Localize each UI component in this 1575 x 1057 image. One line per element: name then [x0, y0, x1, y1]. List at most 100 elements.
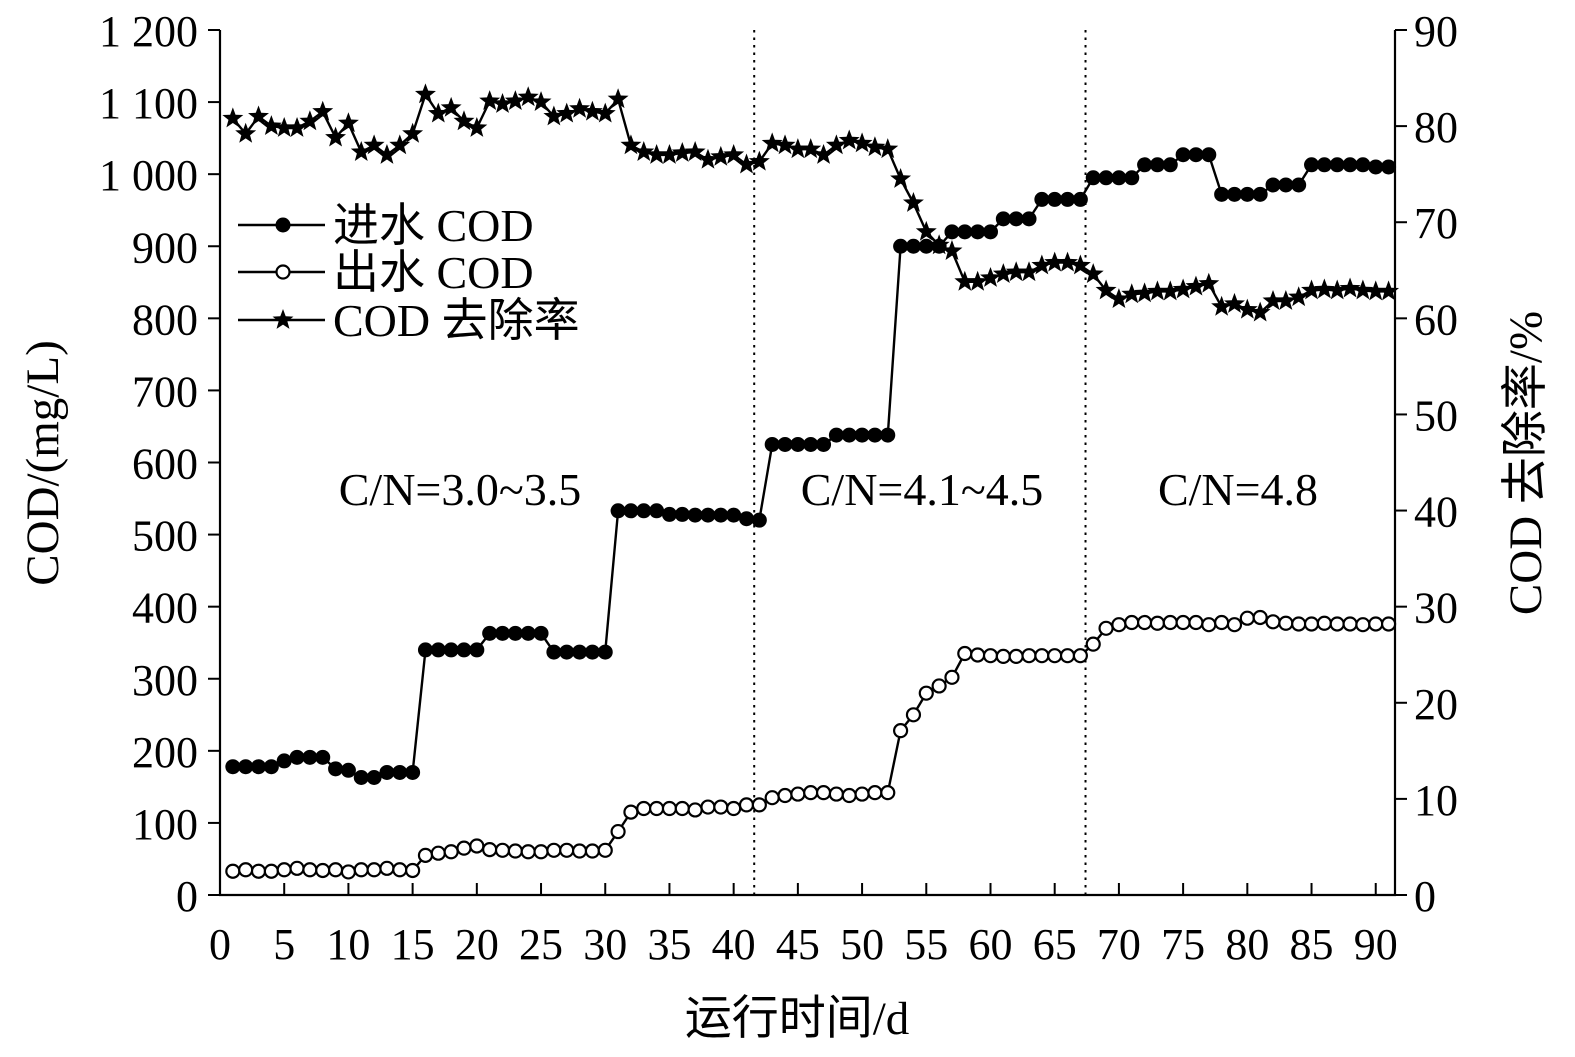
- cod-removal-rate-point: [1198, 272, 1220, 293]
- effluent-cod-point: [225, 863, 241, 879]
- phase-dividers: [753, 30, 1087, 895]
- effluent-cod-point: [1008, 648, 1024, 665]
- effluent-cod-point: [1278, 615, 1294, 631]
- y-tick-label: 1 200: [99, 7, 198, 56]
- influent-cod-point: [803, 436, 819, 452]
- y2-tick-label: 90: [1414, 7, 1458, 56]
- x-tick-label: 80: [1225, 920, 1269, 969]
- cod-removal-rate-point: [658, 143, 680, 164]
- influent-cod-point: [1329, 157, 1345, 173]
- effluent-cod-point: [327, 862, 344, 878]
- effluent-cod-point: [430, 845, 446, 861]
- effluent-cod-point: [649, 800, 665, 817]
- cod-removal-rate-point: [633, 141, 655, 161]
- cod-removal-rate-point: [260, 115, 282, 136]
- legend-label-influent-cod: 进水 COD: [333, 200, 534, 251]
- cod-removal-rate-point: [440, 96, 462, 117]
- cod-removal-rate-point: [620, 134, 642, 155]
- y-tick-label: 1 000: [99, 151, 198, 200]
- cod-removal-rate-point: [466, 117, 488, 137]
- cod-removal-rate-point: [1378, 280, 1400, 301]
- effluent-cod-point: [520, 844, 536, 860]
- influent-cod-point: [1137, 157, 1153, 173]
- cod-removal-rate-point: [1249, 301, 1271, 322]
- y-tick-label: 900: [132, 223, 198, 272]
- x-tick-label: 45: [776, 920, 820, 969]
- x-tick-label: 85: [1290, 920, 1334, 969]
- effluent-cod-point: [1380, 616, 1397, 632]
- cod-removal-rate-point: [1108, 288, 1130, 309]
- effluent-cod-point: [1368, 616, 1384, 632]
- cod-removal-rate-point: [992, 263, 1014, 284]
- effluent-cod-line: [232, 616, 1389, 874]
- effluent-cod-point: [687, 802, 703, 818]
- influent-cod-point: [597, 644, 613, 660]
- effluent-cod-point: [764, 790, 780, 806]
- cod-removal-rate-point: [671, 142, 693, 162]
- cod-removal-rate-point: [286, 117, 308, 137]
- cod-removal-rate-point: [248, 105, 269, 126]
- cod-removal-rate-point: [1057, 251, 1078, 272]
- y-tick-label: 800: [132, 295, 198, 344]
- influent-cod-point: [1381, 159, 1397, 175]
- legend-key-marker: [275, 217, 291, 233]
- cod-removal-rate-point: [299, 110, 321, 131]
- effluent-cod-point: [533, 844, 549, 860]
- effluent-cod-point: [777, 787, 793, 804]
- influent-cod-point: [1034, 191, 1050, 207]
- effluent-cod-point: [1149, 615, 1166, 631]
- influent-cod-point: [739, 511, 755, 527]
- axis-ticks: 0 5 10 15 20 25 30 35 40 45 50 55 60 65 70 75 80 85 900100…: [99, 7, 1458, 969]
- influent-cod-point: [970, 224, 986, 240]
- influent-cod-point: [1008, 211, 1024, 227]
- cod-removal-rate-point: [697, 148, 719, 169]
- effluent-cod-point: [636, 800, 652, 817]
- effluent-cod-point: [1355, 617, 1371, 633]
- x-tick-label: 20: [455, 920, 499, 969]
- influent-cod-point: [649, 503, 665, 519]
- influent-cod-point: [1226, 186, 1242, 202]
- x-tick-label: 0: [209, 920, 231, 969]
- cod-removal-rate-point: [710, 145, 732, 166]
- cod-removal-rate-point: [1185, 275, 1207, 296]
- effluent-cod-point: [623, 804, 639, 820]
- influent-cod-point: [1072, 191, 1088, 207]
- y2-tick-label: 40: [1414, 488, 1458, 537]
- cod-removal-rate-point: [851, 132, 873, 153]
- effluent-cod-point: [1188, 614, 1204, 631]
- effluent-cod-point: [1124, 614, 1140, 631]
- cod-removal-rate-point: [312, 100, 334, 121]
- cod-removal-rate-point: [235, 122, 257, 143]
- cod-removal-rate-point: [1172, 278, 1194, 299]
- effluent-cod-point: [263, 863, 279, 879]
- influent-cod-point: [482, 625, 498, 641]
- legend-key-marker: [275, 264, 291, 280]
- x-tick-label: 15: [391, 920, 435, 969]
- influent-cod-point: [1175, 147, 1191, 163]
- phase-label-1: C/N=3.0~3.5: [339, 464, 582, 515]
- x-tick-label: 40: [712, 920, 756, 969]
- cod-removal-rate-point: [492, 93, 513, 113]
- cod-removal-rate-point: [325, 126, 347, 147]
- influent-cod-point: [1265, 177, 1281, 193]
- cod-removal-rate-point: [389, 134, 411, 155]
- effluent-cod-point: [970, 647, 986, 663]
- influent-cod-point: [790, 436, 806, 452]
- effluent-cod-point: [610, 823, 626, 840]
- y2-tick-label: 70: [1414, 199, 1458, 248]
- influent-cod-point: [1124, 170, 1140, 186]
- influent-cod-point: [572, 644, 588, 660]
- effluent-cod-point: [713, 799, 729, 815]
- y2-tick-label: 10: [1414, 776, 1458, 825]
- cod-removal-rate-point: [1352, 279, 1374, 300]
- effluent-cod-point: [1342, 616, 1358, 632]
- x-tick-label: 60: [968, 920, 1012, 969]
- cod-removal-rate-point: [453, 110, 475, 131]
- phase-labels: C/N=3.0~3.5 C/N=4.1~4.5 C/N=4.8: [339, 464, 1318, 515]
- cod-removal-rate-point: [337, 112, 359, 133]
- cod-removal-rate-point: [646, 143, 668, 164]
- y2-tick-label: 0: [1414, 872, 1436, 921]
- cod-removal-rate-point: [1018, 261, 1040, 282]
- influent-cod-point: [1188, 147, 1204, 163]
- influent-cod-point: [816, 436, 832, 452]
